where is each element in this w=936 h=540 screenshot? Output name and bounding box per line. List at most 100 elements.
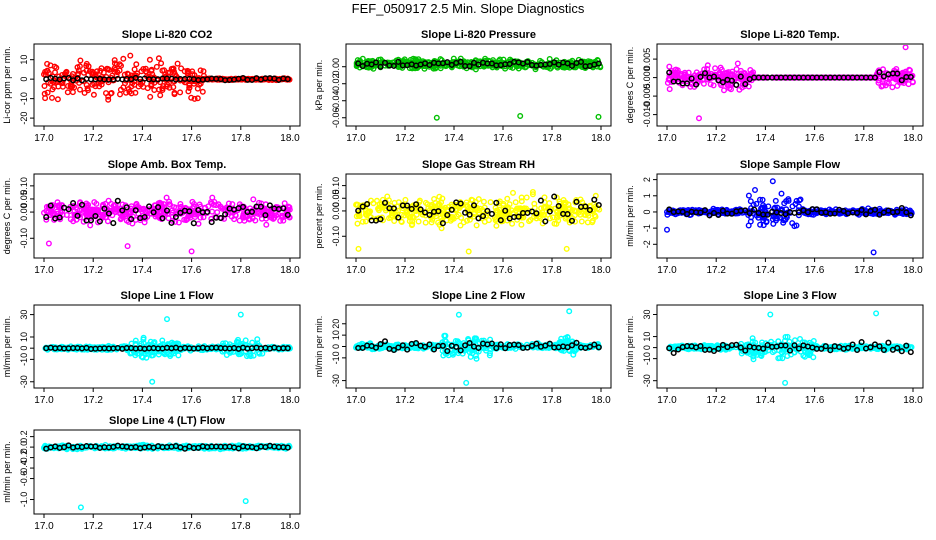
outlier-point bbox=[595, 113, 602, 120]
overlay-point bbox=[679, 208, 686, 215]
x-tick-label: 18.0 bbox=[903, 395, 923, 406]
data-point bbox=[441, 332, 448, 339]
overlay-point bbox=[163, 207, 171, 214]
outlier-point bbox=[517, 112, 524, 119]
y-axis-label: percent per min. bbox=[314, 183, 324, 248]
overlay-point bbox=[284, 211, 291, 218]
data-point bbox=[481, 218, 488, 225]
data-point bbox=[116, 207, 123, 214]
chart-title: Slope Gas Stream RH bbox=[422, 159, 535, 171]
data-point bbox=[188, 94, 195, 101]
overlay-point bbox=[457, 58, 464, 65]
data-point bbox=[493, 222, 500, 229]
data-point bbox=[165, 215, 172, 222]
overlay-point bbox=[737, 73, 744, 80]
data-point bbox=[398, 218, 405, 225]
data-point bbox=[178, 65, 185, 72]
data-points bbox=[41, 441, 293, 511]
data-point bbox=[243, 353, 250, 360]
data-point bbox=[158, 200, 165, 207]
data-point bbox=[171, 71, 178, 78]
data-point bbox=[354, 220, 361, 227]
data-point bbox=[523, 194, 530, 201]
data-point bbox=[173, 204, 180, 211]
overlay-point bbox=[444, 59, 451, 66]
data-point bbox=[707, 81, 714, 88]
data-point bbox=[770, 220, 777, 227]
data-point bbox=[741, 70, 748, 77]
overlay-point bbox=[845, 344, 852, 351]
overlay-point bbox=[168, 219, 175, 226]
plot-frame bbox=[33, 43, 301, 127]
overlay-point bbox=[141, 213, 148, 221]
overlay-point bbox=[128, 216, 135, 223]
overlay-point bbox=[524, 58, 531, 66]
overlay-point bbox=[666, 206, 673, 213]
data-point bbox=[793, 222, 800, 229]
overlay-point bbox=[827, 347, 834, 354]
overlay-point bbox=[248, 208, 256, 215]
x-tick-label: 17.8 bbox=[231, 133, 251, 144]
y-tick-label: -2 bbox=[642, 240, 652, 248]
data-points bbox=[353, 188, 603, 255]
data-point bbox=[137, 78, 144, 85]
data-point bbox=[93, 206, 100, 213]
data-point bbox=[512, 199, 519, 206]
x-tick-label: 17.4 bbox=[756, 133, 776, 144]
data-point bbox=[170, 65, 177, 72]
data-point bbox=[214, 209, 221, 216]
data-point bbox=[53, 64, 60, 71]
data-point bbox=[391, 217, 398, 224]
data-point bbox=[514, 205, 521, 212]
overlay-point bbox=[359, 62, 366, 70]
chart-panel: Slope Li-820 Temp.degrees C per min.17.0… bbox=[625, 29, 924, 144]
outlier-point bbox=[463, 379, 470, 386]
data-point bbox=[436, 193, 443, 200]
data-point bbox=[566, 216, 573, 223]
data-point bbox=[197, 214, 204, 221]
y-tick-label: 0.10 bbox=[331, 177, 341, 195]
data-point bbox=[45, 208, 52, 215]
x-tick-label: 17.8 bbox=[231, 395, 251, 406]
chart-title: Slope Sample Flow bbox=[740, 159, 841, 171]
overlay-point bbox=[101, 205, 108, 212]
data-point bbox=[880, 76, 887, 83]
outlier-point bbox=[563, 245, 570, 252]
data-points bbox=[666, 310, 915, 386]
plot-frame bbox=[33, 173, 301, 259]
data-point bbox=[44, 60, 51, 67]
overlay-point bbox=[898, 77, 905, 84]
data-point bbox=[258, 200, 265, 207]
x-tick-label: 17.4 bbox=[133, 133, 153, 144]
outlier-point bbox=[433, 114, 440, 121]
overlay-point bbox=[684, 80, 691, 87]
y-axis-label: kPa per min. bbox=[314, 60, 324, 111]
data-point bbox=[565, 347, 572, 354]
data-point bbox=[140, 336, 147, 343]
plot-frame bbox=[33, 304, 301, 389]
data-point bbox=[87, 222, 94, 229]
data-point bbox=[232, 212, 239, 219]
overlay-point bbox=[697, 342, 704, 350]
overlay-point bbox=[697, 209, 704, 216]
overlay-point bbox=[470, 202, 478, 209]
data-point bbox=[473, 355, 480, 362]
plot-frame bbox=[33, 429, 301, 515]
data-point bbox=[120, 55, 127, 62]
data-point bbox=[487, 346, 494, 353]
data-point bbox=[518, 198, 525, 205]
overlay-point bbox=[862, 211, 870, 218]
data-point bbox=[772, 197, 779, 204]
data-point bbox=[880, 66, 887, 73]
data-point bbox=[527, 216, 534, 223]
overlay-point bbox=[894, 344, 901, 352]
overlay-point bbox=[871, 74, 879, 81]
data-point bbox=[186, 84, 193, 91]
x-tick-label: 17.4 bbox=[133, 395, 153, 406]
data-point bbox=[177, 89, 184, 96]
data-point bbox=[584, 219, 591, 226]
data-point bbox=[540, 211, 547, 218]
y-tick-label: 20 bbox=[331, 319, 341, 329]
overlay-point bbox=[551, 59, 558, 66]
y-tick-label: 1 bbox=[642, 193, 652, 198]
